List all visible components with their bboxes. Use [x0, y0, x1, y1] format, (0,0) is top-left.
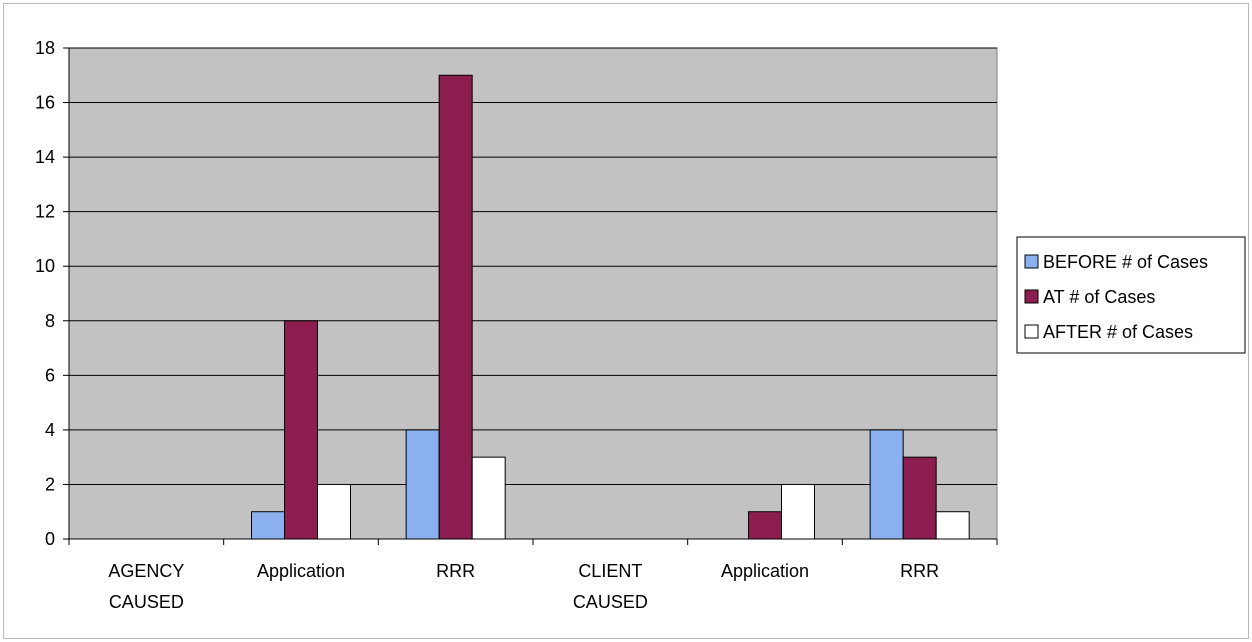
category-label: RRR: [900, 561, 939, 581]
bar-at: [748, 511, 782, 540]
category-label: RRR: [436, 561, 475, 581]
category-label: CAUSED: [109, 592, 184, 612]
bar-after: [935, 511, 970, 540]
y-tick-label: 14: [35, 147, 55, 167]
legend-label: AT # of Cases: [1043, 287, 1155, 307]
bar-at: [902, 456, 937, 540]
bar-at: [284, 320, 318, 540]
y-tick-label: 10: [35, 256, 55, 276]
bar-after: [781, 483, 815, 540]
legend-swatch: [1024, 289, 1039, 304]
category-label: CLIENT: [578, 561, 642, 581]
category-label: Application: [257, 561, 345, 581]
y-tick-label: 18: [35, 38, 55, 58]
legend-label: AFTER # of Cases: [1043, 322, 1193, 342]
legend-label: BEFORE # of Cases: [1043, 252, 1208, 272]
y-tick-label: 16: [35, 93, 55, 113]
y-tick-label: 12: [35, 202, 55, 222]
bar-after: [471, 456, 506, 540]
category-label: AGENCY: [108, 561, 184, 581]
y-tick-label: 0: [45, 529, 55, 549]
bar-before: [405, 429, 440, 540]
bar-before: [251, 511, 285, 540]
legend-swatch: [1024, 254, 1039, 269]
bar-at: [438, 74, 473, 540]
y-tick-label: 2: [45, 474, 55, 494]
legend-swatch: [1024, 324, 1039, 339]
y-tick-label: 6: [45, 365, 55, 385]
plot-area: [68, 47, 998, 540]
bar-after: [317, 483, 351, 540]
legend: [1016, 236, 1246, 354]
y-tick-label: 8: [45, 311, 55, 331]
y-tick-label: 4: [45, 420, 55, 440]
bar-before: [869, 429, 904, 540]
category-label: CAUSED: [573, 592, 648, 612]
category-label: Application: [721, 561, 809, 581]
